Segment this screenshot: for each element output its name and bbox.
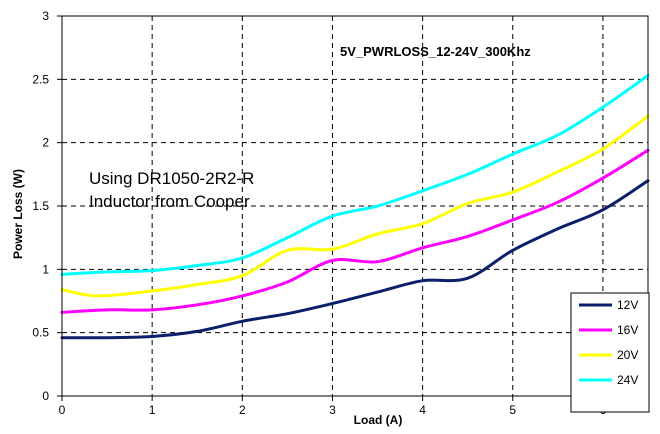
x-tick-label-2: 2 — [239, 403, 246, 417]
x-tick-label-4: 4 — [419, 403, 426, 417]
y-axis-label: Power Loss (W) — [11, 169, 25, 259]
x-tick-label-0: 0 — [59, 403, 66, 417]
x-axis-label: Load (A) — [354, 413, 403, 427]
series-line-12V — [60, 179, 650, 340]
y-tick-label-6: 3 — [42, 9, 49, 23]
x-tick-label-5: 5 — [509, 403, 516, 417]
annotation-line-1: Using DR1050-2R2-R — [89, 169, 254, 188]
series-line-16V — [60, 148, 650, 314]
x-tick-label-3: 3 — [329, 403, 336, 417]
annotation-line-2: Inductor from Cooper — [89, 192, 250, 211]
y-tick-label-5: 2.5 — [32, 72, 49, 86]
legend: 12V 16V 20V 24V — [570, 292, 650, 413]
series-lines — [60, 74, 650, 340]
series-line-24V — [60, 74, 650, 276]
y-tick-label-0: 0 — [42, 389, 49, 403]
legend-box — [570, 292, 650, 413]
series-line-20V — [60, 114, 650, 298]
legend-label-12V: 12V — [617, 298, 638, 312]
y-tick-label-1: 0.5 — [32, 326, 49, 340]
x-tick-label-1: 1 — [149, 403, 156, 417]
tick-labels: 012345600.511.522.53 — [32, 9, 606, 417]
y-tick-label-2: 1 — [42, 262, 49, 276]
chart-title: 5V_PWRLOSS_12-24V_300Khz — [340, 44, 531, 59]
legend-label-16V: 16V — [617, 323, 638, 337]
legend-label-24V: 24V — [617, 373, 638, 387]
legend-label-20V: 20V — [617, 348, 638, 362]
y-tick-label-4: 2 — [42, 136, 49, 150]
axes — [57, 15, 649, 401]
y-tick-label-3: 1.5 — [32, 199, 49, 213]
